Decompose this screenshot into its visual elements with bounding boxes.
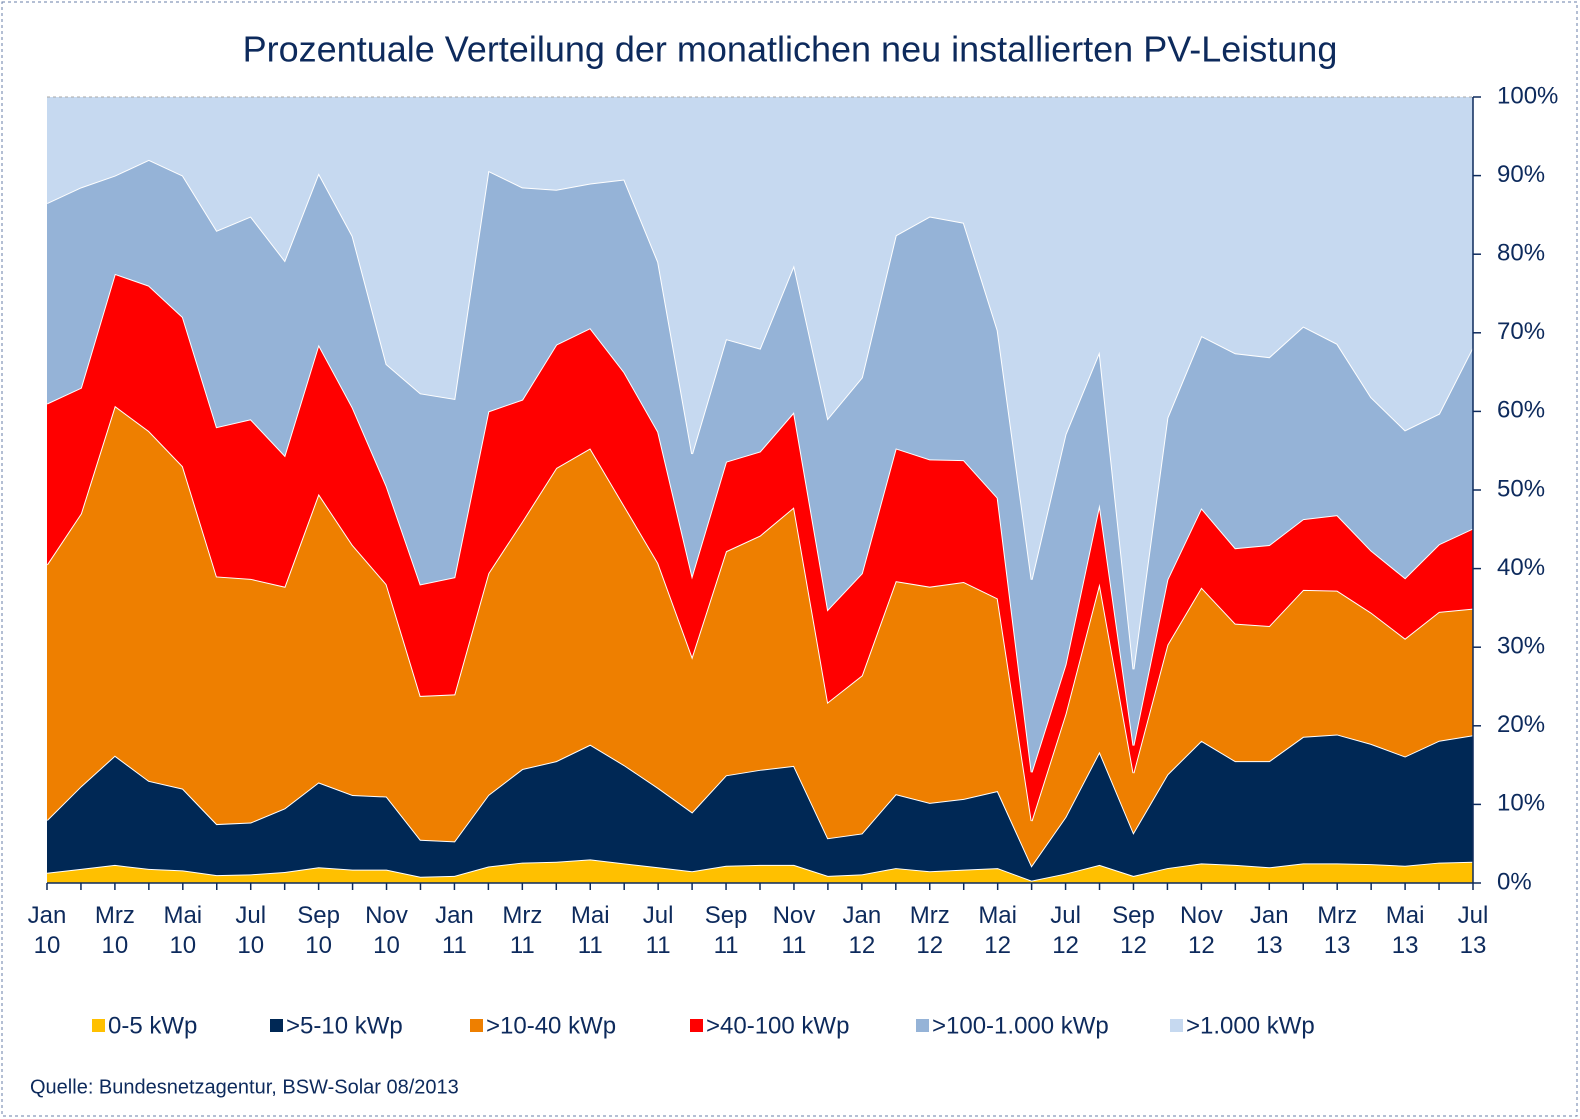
x-tick-label: Mrz 12 (909, 902, 950, 959)
x-tick-label: Nov 11 (772, 902, 816, 959)
y-tick-label: 10% (1497, 790, 1545, 817)
area (47, 859, 1473, 883)
x-tick-label: Sep 11 (704, 902, 748, 959)
legend-label: >40-100 kWp (706, 1012, 849, 1039)
y-tick-label: 60% (1497, 397, 1545, 424)
y-tick-label: 100% (1497, 82, 1558, 109)
x-tick-label: Jan 12 (842, 902, 882, 959)
chart-title: Prozentuale Verteilung der monatlichen n… (243, 29, 1338, 70)
legend-swatch (690, 1019, 703, 1032)
y-tick-label: 90% (1497, 161, 1545, 188)
x-tick-label: Mrz 11 (502, 902, 543, 959)
y-tick-label: 0% (1497, 868, 1532, 895)
legend-label: >1.000 kWp (1186, 1012, 1315, 1039)
x-tick-label: Mai 13 (1385, 902, 1425, 959)
x-tick-label: Mrz 10 (94, 902, 135, 959)
y-tick-label: 80% (1497, 240, 1545, 267)
y-tick-label: 70% (1497, 318, 1545, 345)
legend-swatch (92, 1019, 105, 1032)
x-tick-label: Jan 10 (27, 902, 67, 959)
y-tick-label: 20% (1497, 711, 1545, 738)
x-tick-label: Mrz 13 (1317, 902, 1358, 959)
x-tick-label: Mai 12 (978, 902, 1017, 959)
area (47, 159, 1473, 773)
legend-swatch (916, 1019, 929, 1032)
x-tick-label: Jul 11 (642, 902, 674, 959)
legend-label: >5-10 kWp (286, 1012, 403, 1039)
source: Quelle: Bundesnetzagentur, BSW-Solar 08/… (30, 1076, 459, 1098)
legend-swatch (270, 1019, 283, 1032)
legend-swatch (470, 1019, 483, 1032)
x-tick-label: Jul 13 (1457, 902, 1489, 959)
legend-label: >10-40 kWp (486, 1012, 616, 1039)
legend-swatch (1170, 1019, 1183, 1032)
area (47, 273, 1473, 821)
y-tick-label: 50% (1497, 475, 1545, 502)
x-tick-label: Sep 10 (297, 902, 340, 959)
y-tick-label: 40% (1497, 554, 1545, 581)
y-tick-label: 30% (1497, 633, 1545, 660)
legend-label: 0-5 kWp (108, 1012, 197, 1039)
x-tick-label: Jul 12 (1050, 902, 1081, 959)
legend-label: >100-1.000 kWp (932, 1012, 1109, 1039)
x-tick-label: Nov 10 (365, 902, 408, 959)
x-tick-label: Mai 11 (570, 902, 610, 959)
x-tick-label: Jul 10 (235, 902, 267, 959)
area (47, 405, 1473, 866)
x-tick-label: Sep 12 (1112, 902, 1155, 959)
area (47, 734, 1473, 881)
x-tick-label: Mai 10 (163, 902, 203, 959)
x-tick-label: Nov 12 (1180, 902, 1223, 959)
x-tick-label: Jan 13 (1249, 902, 1289, 959)
area (47, 97, 1473, 670)
x-tick-label: Jan 11 (435, 902, 474, 959)
